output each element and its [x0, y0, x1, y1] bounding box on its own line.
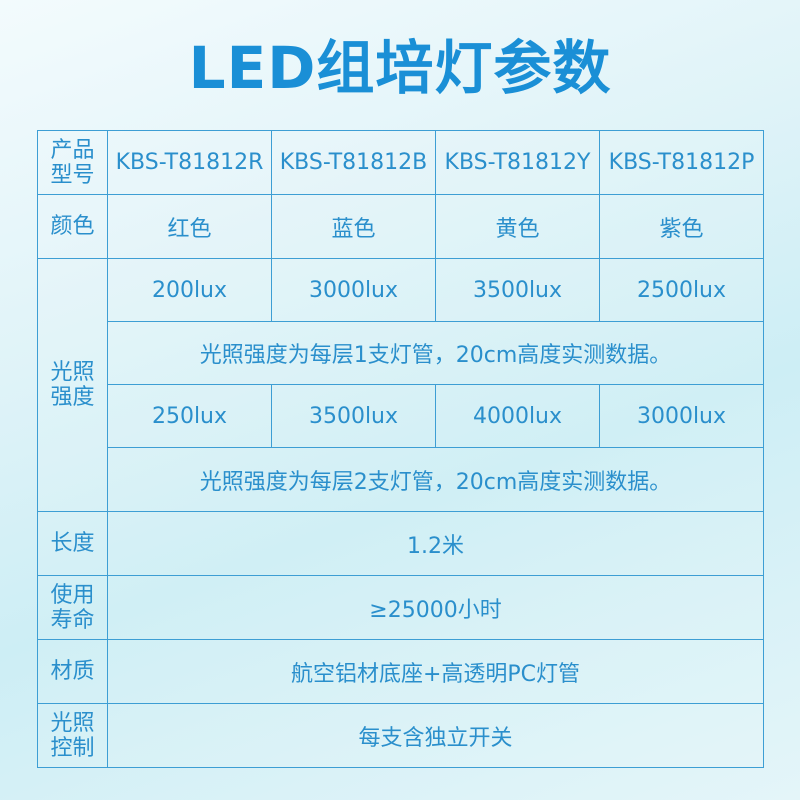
intensity-row-2: 250lux 3500lux 4000lux 3000lux [38, 384, 764, 448]
intensity-cell: 3500lux [435, 258, 600, 322]
intensity-cell: 3000lux [271, 258, 436, 322]
length-header: 长度 [37, 511, 108, 576]
model-row: 产品 型号 KBS-T81812R KBS-T81812B KBS-T81812… [37, 130, 764, 195]
control-header-line-1: 光照 [50, 710, 95, 736]
model-cell: KBS-T81812Y [435, 130, 600, 195]
model-header: 产品 型号 [37, 130, 108, 195]
material-header: 材质 [37, 639, 108, 704]
length-row: 长度 1.2米 [37, 511, 764, 576]
life-row: 使用 寿命 ≥25000小时 [37, 575, 764, 640]
life-header-line-2: 寿命 [50, 607, 95, 633]
color-cell: 黄色 [435, 194, 600, 259]
intensity-cell: 2500lux [599, 258, 764, 322]
color-header: 颜色 [37, 194, 108, 259]
spec-table: 产品 型号 KBS-T81812R KBS-T81812B KBS-T81812… [37, 130, 764, 768]
note-row-1: 光照强度为每层1支灯管，20cm高度实测数据。 [38, 321, 764, 385]
intensity-cell: 3500lux [271, 384, 436, 448]
control-row: 光照 控制 每支含独立开关 [37, 703, 764, 768]
model-header-line-1: 产品 [50, 137, 95, 163]
model-cell: KBS-T81812R [107, 130, 272, 195]
color-cell: 红色 [107, 194, 272, 259]
intensity-note-2: 光照强度为每层2支灯管，20cm高度实测数据。 [107, 447, 764, 512]
life-header-line-1: 使用 [50, 582, 95, 608]
intensity-note-1: 光照强度为每层1支灯管，20cm高度实测数据。 [107, 321, 764, 385]
material-row: 材质 航空铝材底座+高透明PC灯管 [37, 639, 764, 704]
control-header: 光照 控制 [37, 703, 108, 768]
intensity-cell: 250lux [107, 384, 272, 448]
intensity-header-line-2: 强度 [50, 385, 95, 410]
color-cell: 蓝色 [271, 194, 436, 259]
model-cell: KBS-T81812B [271, 130, 436, 195]
page-title: LED组培灯参数 [188, 34, 612, 102]
model-header-line-2: 型号 [50, 162, 95, 188]
intensity-cell: 3000lux [599, 384, 764, 448]
intensity-header: 光照 强度 [37, 258, 108, 512]
color-cell: 紫色 [599, 194, 764, 259]
life-header: 使用 寿命 [37, 575, 108, 640]
life-value: ≥25000小时 [107, 575, 764, 640]
note-row-2: 光照强度为每层2支灯管，20cm高度实测数据。 [38, 447, 764, 512]
intensity-row-1: 光照 强度 200lux 3000lux 3500lux 2500lux [37, 258, 764, 512]
control-value: 每支含独立开关 [107, 703, 764, 768]
model-cell: KBS-T81812P [599, 130, 764, 195]
intensity-cell: 4000lux [435, 384, 600, 448]
intensity-header-line-1: 光照 [50, 360, 95, 385]
length-value: 1.2米 [107, 511, 764, 576]
control-header-line-2: 控制 [50, 735, 95, 761]
color-row: 颜色 红色 蓝色 黄色 紫色 [37, 194, 764, 259]
intensity-cell: 200lux [107, 258, 272, 322]
material-value: 航空铝材底座+高透明PC灯管 [107, 639, 764, 704]
